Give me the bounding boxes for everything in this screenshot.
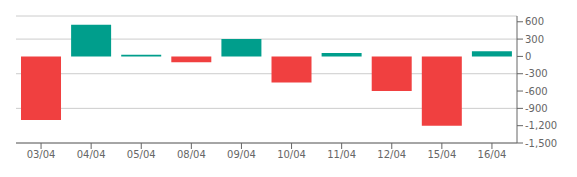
svg-text:09/04: 09/04 — [227, 149, 256, 160]
svg-text:300: 300 — [525, 34, 544, 45]
svg-text:08/04: 08/04 — [177, 149, 206, 160]
svg-text:10/04: 10/04 — [277, 149, 306, 160]
svg-text:03/04: 03/04 — [27, 149, 56, 160]
svg-text:600: 600 — [525, 16, 544, 27]
svg-text:-600: -600 — [525, 86, 548, 97]
svg-text:04/04: 04/04 — [77, 149, 106, 160]
svg-text:-1,200: -1,200 — [525, 120, 557, 131]
svg-text:12/04: 12/04 — [377, 149, 406, 160]
svg-text:-1,500: -1,500 — [525, 138, 557, 149]
svg-text:05/04: 05/04 — [127, 149, 156, 160]
svg-text:0: 0 — [525, 51, 531, 62]
svg-text:15/04: 15/04 — [427, 149, 456, 160]
svg-text:-300: -300 — [525, 68, 548, 79]
svg-text:-900: -900 — [525, 103, 548, 114]
svg-text:16/04: 16/04 — [478, 149, 507, 160]
svg-text:11/04: 11/04 — [327, 149, 356, 160]
